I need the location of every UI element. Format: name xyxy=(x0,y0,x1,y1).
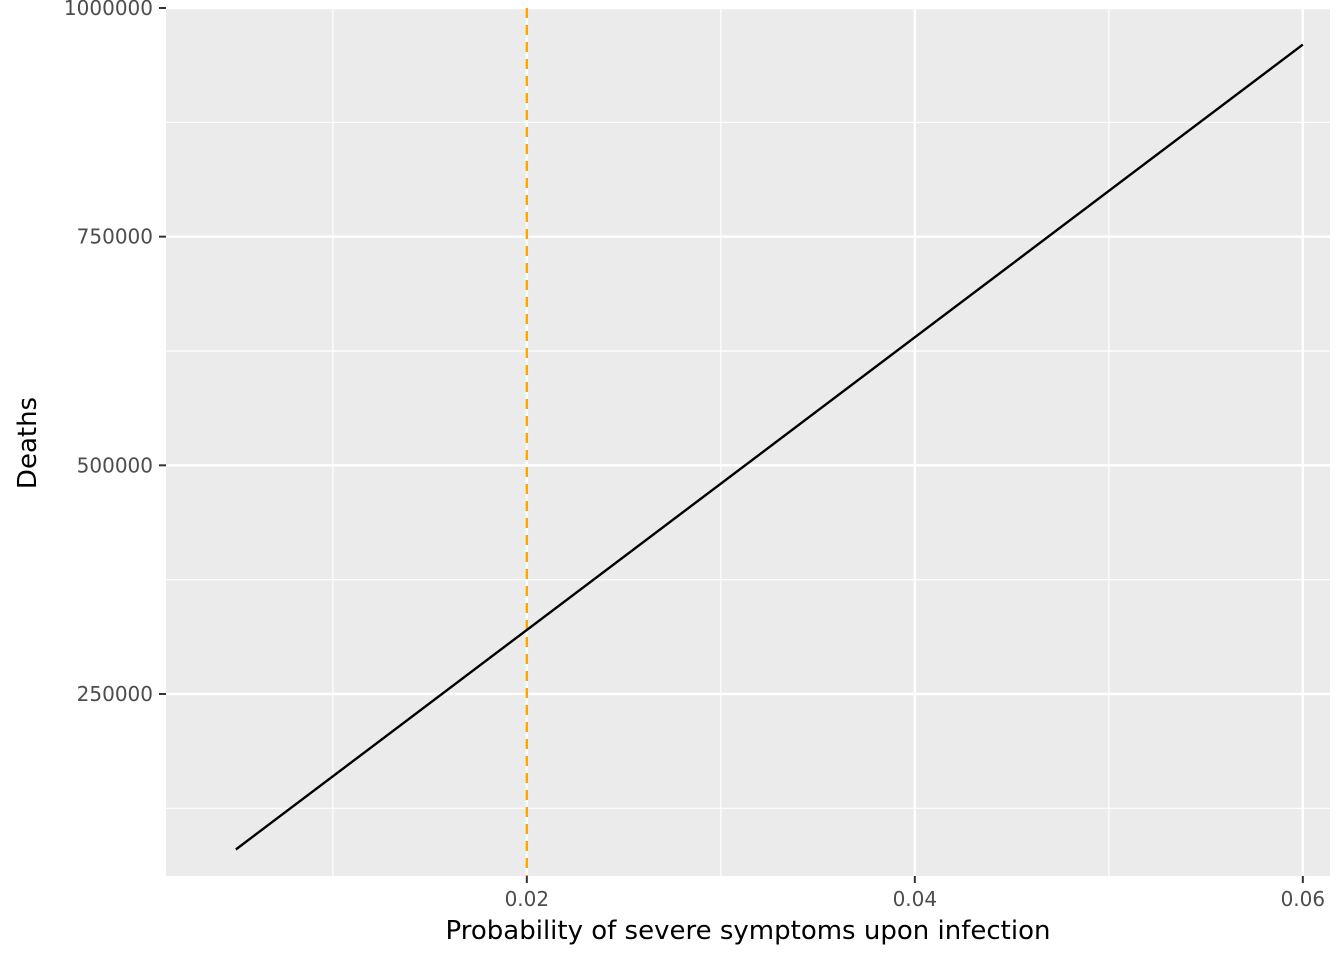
y-tick-label: 500000 xyxy=(77,453,153,477)
x-tick-label: 0.06 xyxy=(1281,887,1326,911)
x-axis-title: Probability of severe symptoms upon infe… xyxy=(446,916,1051,946)
series-line xyxy=(235,43,1304,851)
x-axis: 0.02 0.04 0.06 xyxy=(505,876,1326,911)
y-axis: 250000 500000 750000 1000000 xyxy=(64,0,166,706)
y-tick-label: 1000000 xyxy=(64,0,153,20)
x-tick-label: 0.02 xyxy=(505,887,550,911)
plot-panel xyxy=(166,8,1330,876)
major-gridlines xyxy=(166,6,1330,876)
y-axis-title: Deaths xyxy=(13,397,43,489)
series-layer xyxy=(235,43,1304,851)
x-tick-label: 0.04 xyxy=(893,887,938,911)
y-tick-label: 750000 xyxy=(77,225,153,249)
minor-gridlines xyxy=(166,8,1330,876)
y-tick-label: 250000 xyxy=(77,682,153,706)
